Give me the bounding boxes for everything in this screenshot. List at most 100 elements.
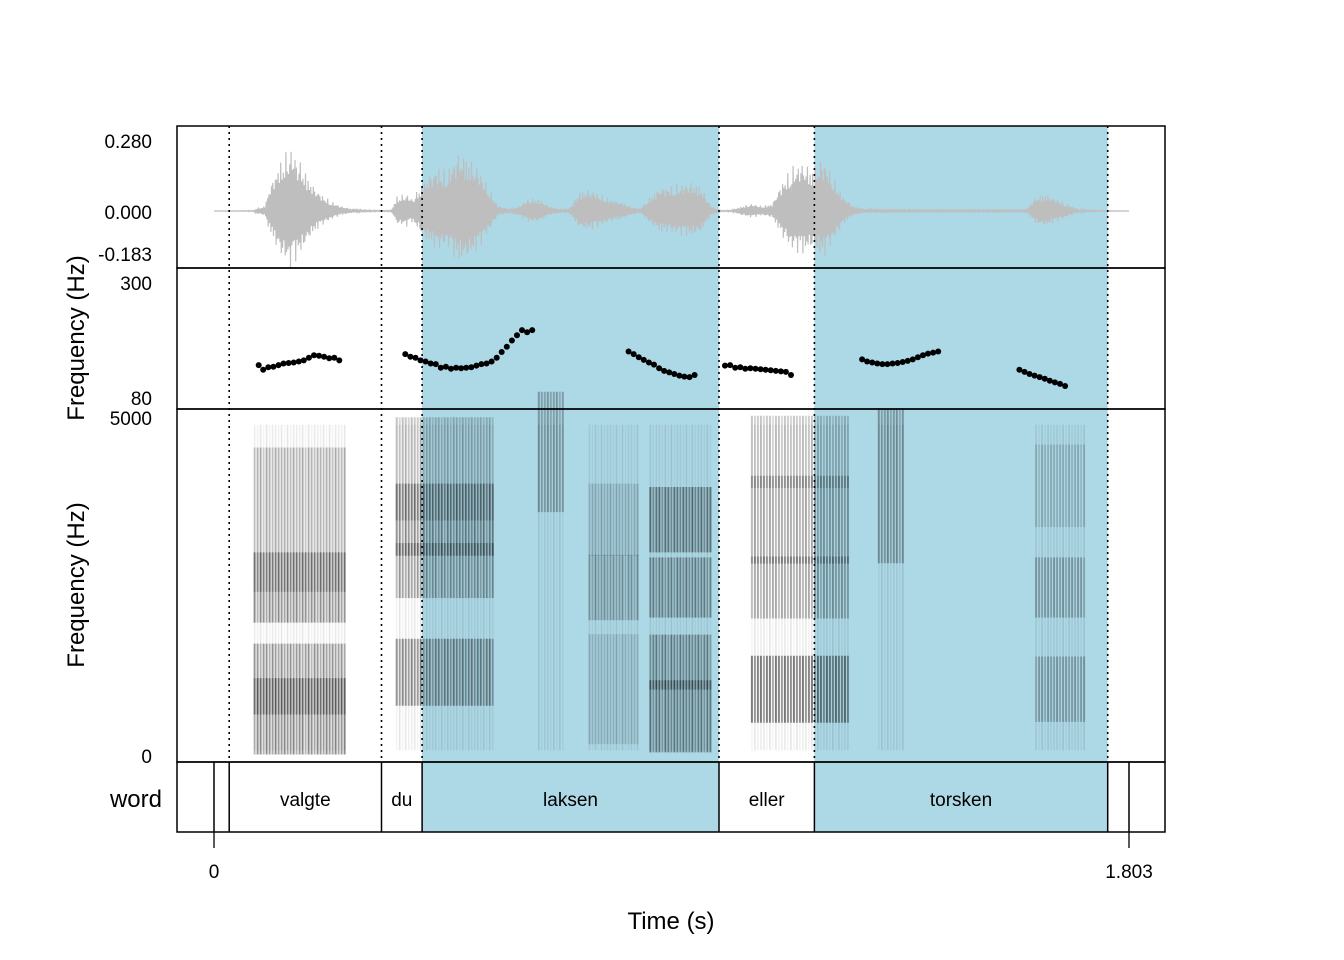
pitch-point (427, 360, 434, 367)
x-axis-label: Time (s) (627, 908, 714, 935)
pitch-point (1021, 368, 1028, 375)
pitch-point (265, 364, 272, 371)
highlight-laksen (422, 126, 719, 832)
pitch-point (737, 364, 744, 371)
x-tick-label-end: 1.803 (1105, 862, 1153, 883)
pitch-point (686, 374, 693, 381)
pitch-point (864, 358, 871, 365)
pitch-point (321, 353, 328, 360)
pitch-point (722, 362, 728, 369)
pitch-point (260, 366, 267, 373)
pitch-point (788, 372, 794, 378)
pitch-point (498, 349, 505, 355)
pitch-point (508, 337, 515, 344)
pitch-point (442, 363, 449, 370)
pitch-point (437, 364, 444, 371)
pitch-y-tick-bottom: 80 (131, 389, 152, 410)
panel-frame-3 (176, 761, 1166, 833)
tier-label-laksen: laksen (543, 790, 598, 811)
pitch-point (458, 365, 465, 372)
pitch-point (488, 358, 495, 365)
tier-label-torsken: torsken (930, 790, 992, 811)
pitch-point (656, 365, 663, 372)
pitch-point (899, 359, 906, 365)
pitch-point (727, 362, 734, 369)
pitch-point (762, 366, 769, 373)
panel-frames (176, 125, 1166, 833)
pitch-point (316, 352, 322, 359)
pitch-point (1041, 375, 1048, 382)
pitch-point (295, 358, 302, 365)
pitch-point (255, 362, 262, 369)
pitch-point (691, 372, 698, 378)
pitch-point (904, 357, 911, 364)
tier-labels: valgte du laksen eller torsken (280, 790, 992, 811)
pitch-point (859, 356, 866, 363)
pitch-point (742, 365, 749, 372)
tier-label-eller: eller (749, 790, 786, 811)
pitch-point (275, 362, 282, 369)
pitch-point (894, 360, 901, 366)
pitch-point (909, 356, 916, 363)
highlight-torsken (814, 126, 1108, 832)
pitch-point (1036, 374, 1043, 381)
pitch-point (752, 365, 759, 372)
pitch-point (529, 327, 536, 334)
pitch-point (625, 348, 632, 355)
pitch-point (782, 368, 789, 375)
pitch-y-axis-label: Frequency (Hz) (63, 255, 90, 420)
pitch-point (920, 352, 926, 359)
pitch-point (402, 351, 409, 358)
pitch-point (732, 364, 739, 371)
pitch-point (630, 351, 637, 358)
pitch-y-tick-top: 300 (120, 274, 152, 295)
pitch-point (331, 354, 338, 361)
waveform-trace (214, 151, 1129, 268)
pitch-point (879, 361, 886, 368)
pitch-point (1016, 366, 1023, 373)
pitch-point (666, 369, 673, 376)
x-tick-label-start: 0 (209, 862, 220, 883)
pitch-point (412, 354, 419, 361)
pitch-point (1031, 372, 1038, 379)
tier-name: word (109, 786, 162, 813)
pitch-point (889, 360, 896, 367)
waveform-y-tick-zero: 0.000 (104, 203, 152, 224)
pitch-point (681, 373, 688, 380)
tier-label-du: du (391, 790, 412, 811)
spectrogram-layer (253, 391, 1086, 755)
pitch-point (777, 368, 784, 375)
waveform-layer (214, 151, 1129, 268)
pitch-point (311, 352, 317, 359)
pitch-point (519, 327, 525, 334)
tier-label-valgte: valgte (280, 790, 331, 811)
waveform-y-tick-bottom: -0.183 (98, 245, 152, 266)
pitch-point (280, 360, 287, 367)
waveform-y-tick-top: 0.280 (104, 132, 152, 153)
pitch-point (635, 354, 642, 361)
pitch-point (914, 354, 921, 361)
pitch-point (336, 357, 343, 364)
pitch-point (1046, 377, 1053, 384)
pitch-point (432, 361, 439, 368)
pitch-point (305, 354, 312, 361)
pitch-point (645, 359, 652, 366)
pitch-point (757, 366, 764, 373)
spectrogram-y-axis-label: Frequency (Hz) (63, 502, 90, 667)
pitch-point (463, 364, 470, 371)
pitch-point (671, 371, 678, 377)
pitch-point (326, 355, 333, 362)
pitch-point (930, 349, 937, 356)
pitch-point (767, 367, 774, 374)
boundary-layer (213, 126, 1130, 832)
pitch-point (640, 356, 647, 363)
pitch-point (884, 361, 891, 368)
pitch-point (453, 364, 460, 371)
pitch-point (1057, 380, 1063, 387)
pitch-point (468, 364, 475, 371)
pitch-layer (255, 327, 1069, 389)
pitch-point (772, 367, 779, 374)
pitch-point (270, 363, 277, 370)
pitch-point (478, 361, 485, 368)
